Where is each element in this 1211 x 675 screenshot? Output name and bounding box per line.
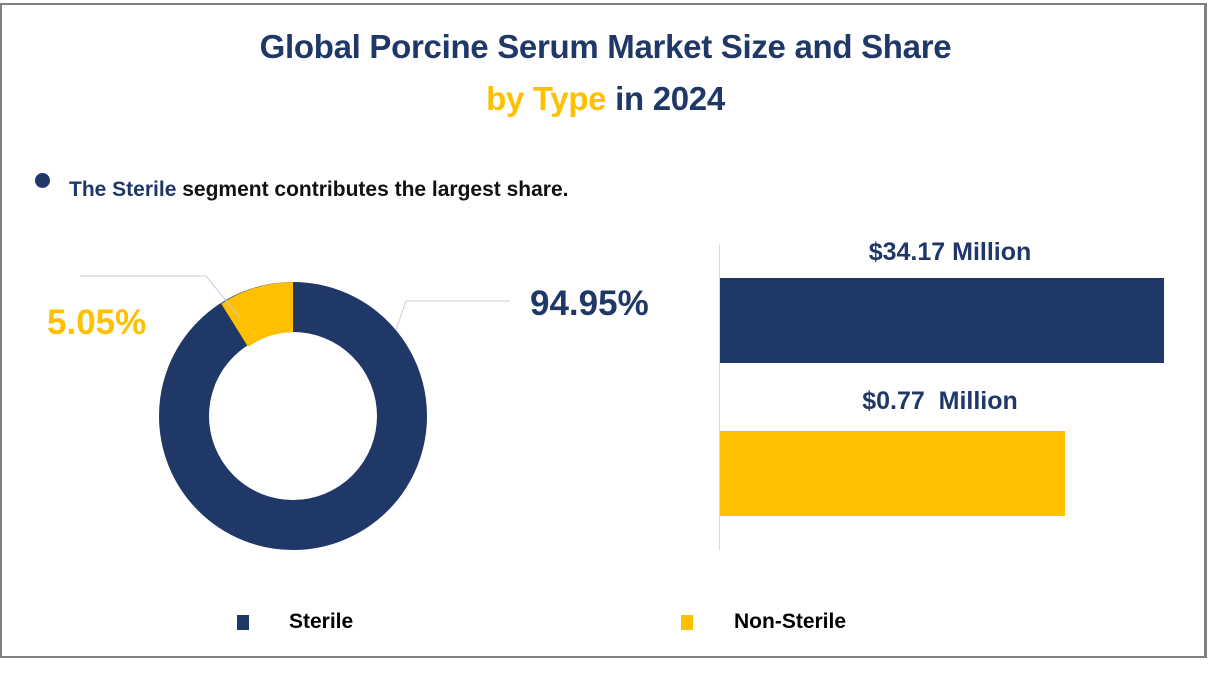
bar-label-sterile: $34.17 Million xyxy=(868,238,1032,266)
donut-chart xyxy=(80,275,510,550)
legend-swatch-sterile xyxy=(237,615,249,630)
leader-line-non-sterile xyxy=(80,275,241,319)
insight-text: segment contributes the largest share. xyxy=(176,178,569,201)
bullet-dot-icon xyxy=(35,173,50,188)
bar-label-non-sterile: $0.77 Million xyxy=(862,387,1018,415)
legend-swatch-non-sterile xyxy=(681,615,693,630)
leader-line-sterile xyxy=(395,300,510,331)
bar-axis-line xyxy=(719,244,720,550)
title-year: in 2024 xyxy=(606,80,725,117)
donut-slice-sterile xyxy=(159,282,427,550)
donut-slice-non-sterile xyxy=(221,282,293,347)
insight-highlight: The Sterile xyxy=(69,178,177,201)
donut-label-sterile: 94.95% xyxy=(530,284,649,323)
bar-non-sterile xyxy=(720,431,1065,516)
title-accent: by Type xyxy=(486,80,607,117)
legend-label-non-sterile: Non-Sterile xyxy=(734,610,847,633)
key-insight: The Sterile segment contributes the larg… xyxy=(69,166,569,213)
chart-title-line1: Global Porcine Serum Market Size and Sha… xyxy=(259,28,952,65)
legend-label-sterile: Sterile xyxy=(289,610,354,633)
chart-title-line2: by Type in 2024 xyxy=(0,80,1211,118)
bar-sterile xyxy=(720,278,1164,363)
donut-label-non-sterile: 5.05% xyxy=(47,303,147,342)
